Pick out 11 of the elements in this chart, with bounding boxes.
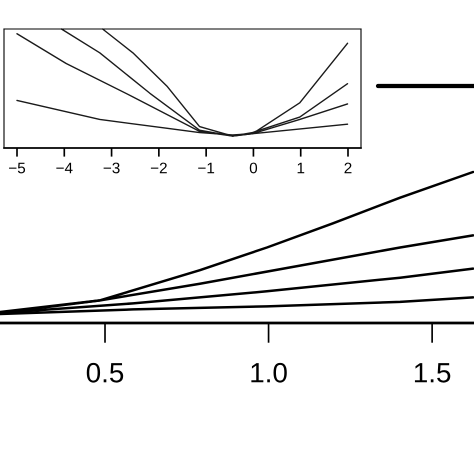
x-tick-label: −3 bbox=[104, 162, 120, 174]
x-tick-label: −2 bbox=[150, 162, 167, 174]
x-tick-label: −4 bbox=[56, 162, 73, 174]
x-tick-label: 2 bbox=[344, 162, 352, 174]
x-tick-label: 1.5 bbox=[414, 363, 450, 383]
x-tick-label: −5 bbox=[9, 162, 26, 174]
x-tick-label: −1 bbox=[198, 162, 214, 174]
x-tick-label: 1 bbox=[298, 162, 304, 174]
x-tick-label: 0.5 bbox=[86, 362, 124, 383]
x-tick-label: 1.0 bbox=[251, 362, 287, 383]
x-tick-label: 0 bbox=[250, 162, 258, 174]
